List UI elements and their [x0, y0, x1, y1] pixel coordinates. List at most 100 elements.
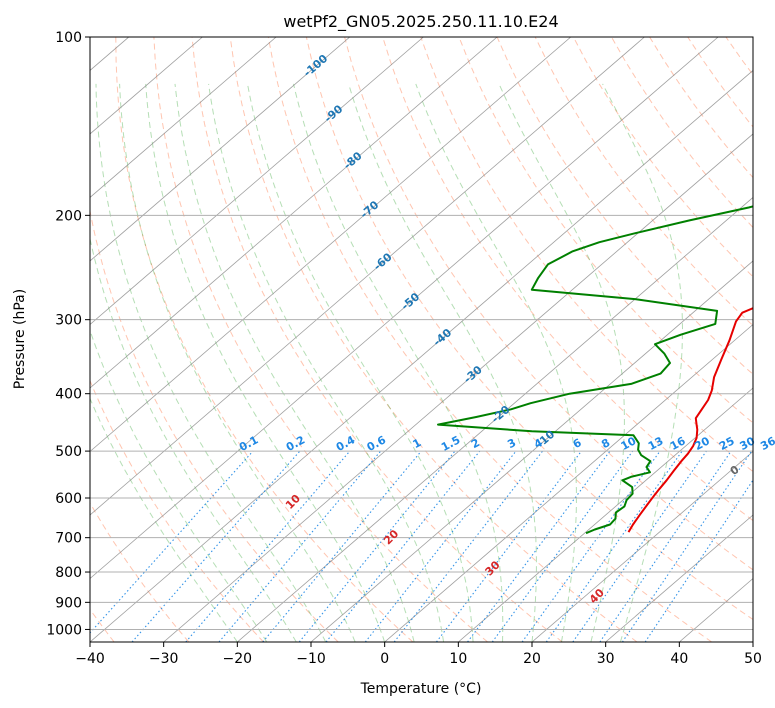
dry-adiabat-label: 20 — [381, 527, 401, 547]
moist-adiabat-line — [90, 328, 268, 642]
isotherm-line — [237, 196, 753, 642]
dry-adiabat-line — [496, 37, 753, 375]
y-tick-label: 400 — [55, 387, 82, 403]
y-tick-label: 200 — [55, 208, 82, 224]
x-tick-label: 0 — [380, 651, 389, 667]
dry-adiabat-label: 40 — [587, 586, 607, 606]
mixing-ratio-line — [521, 450, 661, 642]
dry-adiabat-label: 30 — [483, 558, 503, 578]
isotherm-line — [163, 133, 753, 642]
dewpoint-profile-line — [437, 205, 753, 535]
dry-adiabat-line — [725, 37, 753, 76]
isotherm-line — [310, 260, 753, 642]
isotherm-line — [90, 37, 645, 516]
moist-adiabat-line — [90, 236, 297, 642]
isotherm-line — [752, 641, 753, 642]
isotherm-line — [90, 37, 572, 453]
mixing-ratio-label: 1 — [411, 436, 424, 451]
isotherm-line — [90, 69, 753, 642]
mixing-ratio-line — [435, 450, 582, 642]
y-tick-label: 600 — [55, 491, 82, 507]
isotherm-line — [90, 37, 719, 580]
mixing-ratio-line — [262, 450, 422, 642]
dry-adiabat-line — [611, 37, 753, 229]
background-lines — [90, 37, 775, 642]
mixing-ratio-label: 8 — [599, 436, 612, 451]
y-tick-label: 800 — [55, 565, 82, 581]
mixing-ratio-label: 20 — [692, 434, 712, 453]
mixing-ratio-label: 36 — [758, 434, 775, 453]
mixing-ratio-line — [298, 450, 456, 642]
y-tick-label: 300 — [55, 313, 82, 329]
x-tick-label: −20 — [223, 651, 253, 667]
mixing-ratio-label: 16 — [668, 434, 688, 453]
dry-adiabat-line — [764, 37, 775, 642]
moist-adiabat-line — [293, 83, 504, 642]
x-tick-label: −40 — [75, 651, 105, 667]
line-labels: -100-90-80-70-60-50-40-30-20-100.1 0.2 0.4… — [237, 52, 775, 607]
moist-adiabat-line — [119, 83, 356, 642]
moist-adiabat-line — [498, 83, 625, 642]
moist-adiabat-line — [247, 83, 474, 642]
y-tick-label: 1000 — [46, 622, 82, 638]
moist-adiabat-line — [90, 397, 238, 642]
isotherm-line — [90, 37, 498, 389]
dry-adiabat-line — [534, 37, 753, 327]
mixing-ratio-label: 13 — [646, 434, 666, 453]
mixing-ratio-line — [599, 450, 732, 642]
isotherm-line — [531, 450, 753, 642]
mixing-ratio-line — [545, 450, 683, 642]
y-axis-label: Pressure (hPa) — [12, 289, 28, 389]
isotherm-line — [90, 37, 424, 325]
mixing-ratio-line — [325, 450, 481, 642]
dry-adiabat-line — [305, 37, 753, 621]
dry-adiabat-line — [90, 208, 339, 642]
mixing-ratio-label: 25 — [717, 434, 737, 453]
moist-adiabat-line — [415, 83, 577, 642]
dry-adiabat-line — [191, 37, 563, 642]
moist-adiabat-label: 0 — [728, 463, 742, 478]
x-tick-label: −10 — [296, 651, 326, 667]
dry-adiabat-line — [382, 37, 753, 522]
mixing-ratio-label: 3 — [505, 436, 518, 451]
y-tick-label: 100 — [55, 30, 82, 46]
profile-series — [437, 205, 753, 535]
x-tick-label: −30 — [149, 651, 179, 667]
y-tick-label: 500 — [55, 444, 82, 460]
y-axis-ticks: 100 200 300 400 500 600 700 800 900 1000 — [46, 30, 90, 638]
mixing-ratio-label: 2 — [469, 436, 482, 451]
isotherm-line — [90, 37, 277, 198]
mixing-ratio-line — [393, 450, 544, 642]
mixing-ratio-line — [364, 450, 517, 642]
mixing-ratio-label: 6 — [571, 436, 584, 451]
chart-title: wetPf2_GN05.2025.250.11.10.E24 — [283, 12, 558, 32]
dry-adiabat-line — [267, 37, 712, 642]
dry-adiabat-line — [687, 37, 753, 128]
mixing-ratio-line — [491, 450, 634, 642]
dry-adiabat-line — [572, 37, 753, 278]
y-tick-label: 900 — [55, 595, 82, 611]
x-tick-label: 40 — [670, 651, 688, 667]
dry-adiabat-line — [229, 37, 638, 642]
temperature-profile-line — [627, 307, 753, 533]
mixing-ratio-label: 30 — [738, 434, 758, 453]
mixing-ratio-line — [621, 450, 753, 642]
moist-adiabat-line — [208, 83, 445, 642]
isotherm-line — [605, 514, 753, 642]
moist-adiabat-line — [348, 83, 537, 642]
mixing-ratio-label: 10 — [619, 434, 639, 453]
x-tick-label: 10 — [449, 651, 467, 667]
dry-adiabat-line — [458, 37, 753, 424]
x-tick-label: 30 — [597, 651, 615, 667]
mixing-ratio-line — [218, 450, 382, 642]
x-axis-ticks: −40 −30 −20 −10 0 10 20 30 40 50 — [75, 642, 762, 667]
x-tick-label: 50 — [744, 651, 762, 667]
dry-adiabat-line — [344, 37, 753, 571]
isotherm-line — [458, 387, 753, 642]
x-tick-label: 20 — [523, 651, 541, 667]
dry-adiabat-line — [90, 501, 190, 642]
mixing-ratio-line — [467, 450, 611, 642]
y-tick-label: 700 — [55, 531, 82, 547]
dry-adiabat-line — [420, 37, 753, 473]
